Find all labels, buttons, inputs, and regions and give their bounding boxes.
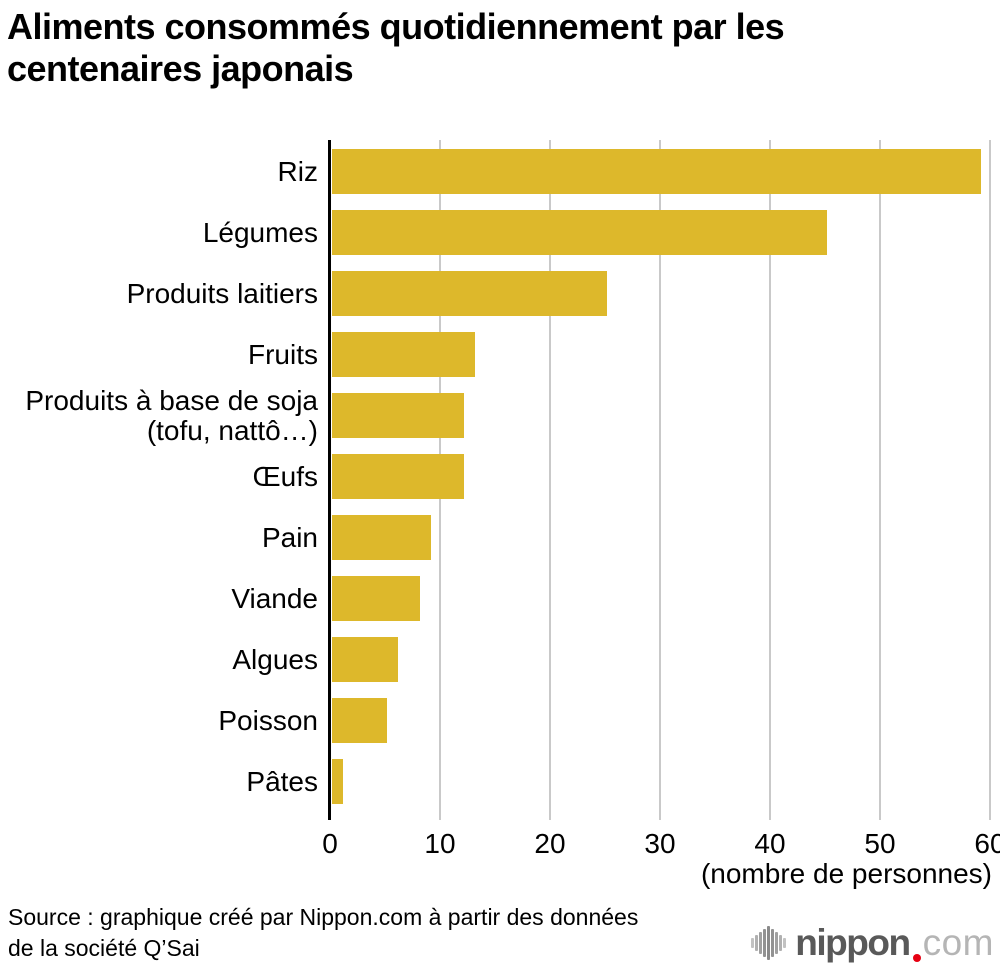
source-note-line2: de la société Q’Sai	[8, 934, 200, 961]
chart-title-line2: centenaires japonais	[7, 48, 354, 90]
bar-soja	[332, 393, 464, 438]
bar-row-pain: Pain	[0, 507, 1000, 568]
category-label-algues: Algues	[232, 643, 318, 675]
x-tick-label-50: 50	[864, 828, 896, 859]
bar-row-pates: Pâtes	[0, 751, 1000, 812]
logo-brand-text: nippon	[795, 922, 911, 963]
bar-riz	[332, 149, 981, 194]
bar-algues	[332, 637, 398, 682]
bar-legumes	[332, 210, 827, 255]
x-tick-label-60: 60	[974, 828, 1000, 859]
bar-row-poisson: Poisson	[0, 690, 1000, 751]
category-label-soja: Produits à base de soja (tofu, nattô…)	[0, 386, 332, 445]
nippon-com-logo: nippon com	[751, 922, 994, 964]
bar-rows: Riz Légumes Produits laitiers Fruits Pro…	[0, 141, 1000, 812]
bar-produits-laitiers	[332, 271, 607, 316]
chart-title: Aliments consommés quotidiennement par l…	[7, 6, 967, 90]
category-label-poisson: Poisson	[218, 704, 318, 736]
category-label-pain: Pain	[261, 521, 318, 553]
x-axis-unit-label: (nombre de personnes)	[700, 858, 992, 889]
bar-row-riz: Riz	[0, 141, 1000, 202]
nippon-soundwave-icon	[751, 925, 787, 961]
logo-red-dot	[912, 954, 921, 962]
chart-title-line1: Aliments consommés quotidiennement par l…	[7, 6, 785, 47]
bar-pates	[332, 759, 343, 804]
bar-viande	[332, 576, 420, 621]
category-label-legumes: Légumes	[202, 216, 318, 248]
gridline-60	[989, 140, 991, 820]
x-tick-label-0: 0	[322, 828, 338, 859]
bar-row-viande: Viande	[0, 568, 1000, 629]
bar-fruits	[332, 332, 475, 377]
category-label-soja-line1: Produits à base de soja	[25, 385, 318, 417]
x-tick-label-10: 10	[424, 828, 456, 859]
category-label-produits-laitiers: Produits laitiers	[126, 277, 318, 309]
bar-row-legumes: Légumes	[0, 202, 1000, 263]
source-note-line1: Source : graphique créé par Nippon.com à…	[8, 904, 639, 930]
bar-pain	[332, 515, 431, 560]
x-tick-label-30: 30	[644, 828, 676, 859]
bar-row-oeufs: Œufs	[0, 446, 1000, 507]
gridline-20	[549, 140, 551, 820]
nippon-com-wordmark: nippon com	[795, 922, 994, 964]
category-label-oeufs: Œufs	[252, 460, 318, 492]
x-tick-label-20: 20	[534, 828, 566, 859]
category-label-fruits: Fruits	[248, 338, 318, 370]
category-label-riz: Riz	[277, 155, 318, 187]
y-axis-line	[328, 140, 331, 820]
bar-chart: Riz Légumes Produits laitiers Fruits Pro…	[0, 140, 1000, 859]
bar-row-soja: Produits à base de soja (tofu, nattô…)	[0, 385, 1000, 446]
category-label-viande: Viande	[231, 582, 318, 614]
bar-row-fruits: Fruits	[0, 324, 1000, 385]
gridline-50	[879, 140, 881, 820]
source-note: Source : graphique créé par Nippon.com à…	[8, 902, 638, 963]
logo-suffix-text: com	[922, 922, 994, 963]
bar-row-algues: Algues	[0, 629, 1000, 690]
bar-row-produits-laitiers: Produits laitiers	[0, 263, 1000, 324]
category-label-soja-line2: (tofu, nattô…)	[146, 414, 318, 446]
bar-oeufs	[332, 454, 464, 499]
category-label-pates: Pâtes	[246, 765, 318, 797]
bar-poisson	[332, 698, 387, 743]
gridline-40	[769, 140, 771, 820]
x-tick-label-40: 40	[754, 828, 786, 859]
gridline-30	[659, 140, 661, 820]
